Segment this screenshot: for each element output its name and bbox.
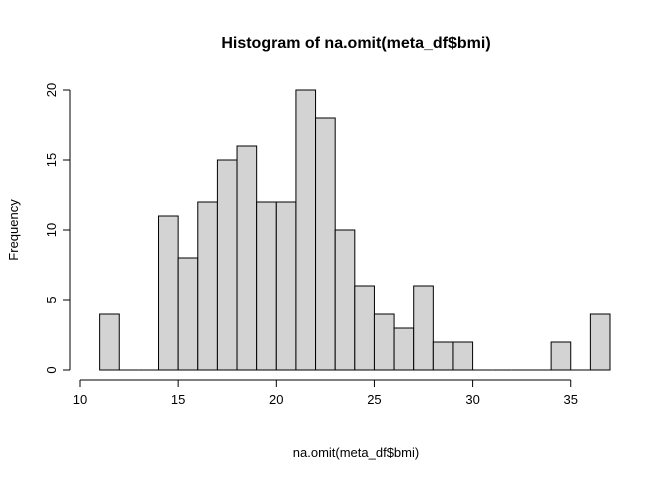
- histogram-bar-15-16: [177, 257, 199, 371]
- histogram-bar-22-23: [315, 117, 336, 371]
- histogram-bar-24-25: [354, 285, 375, 371]
- y-tick-label-0: 0: [44, 366, 59, 373]
- histogram-bar-17-18: [216, 159, 238, 371]
- histogram-bars: [99, 89, 611, 371]
- histogram-bar-19-20: [256, 201, 277, 371]
- histogram-bar-18-19: [236, 145, 258, 371]
- y-tick-label-20: 20: [44, 83, 59, 97]
- y-tick-label-15: 15: [44, 153, 59, 167]
- y-axis: 0 5 10 15 20: [44, 83, 71, 374]
- chart-title: Histogram of na.omit(meta_df$bmi): [221, 35, 490, 52]
- histogram-bar-29-30: [452, 341, 474, 371]
- histogram-bar-26-27: [393, 327, 415, 371]
- histogram-bar-36-37: [589, 313, 611, 371]
- x-axis-label: na.omit(meta_df$bmi): [293, 445, 419, 460]
- histogram-bar-14-15: [158, 215, 179, 371]
- histogram-bar-21-22: [295, 89, 317, 371]
- histogram-bar-27-28: [413, 285, 434, 371]
- x-tick-label-15: 15: [171, 392, 185, 407]
- histogram-bar-16-17: [197, 201, 218, 371]
- x-tick-label-25: 25: [367, 392, 381, 407]
- x-tick-label-20: 20: [269, 392, 283, 407]
- histogram-bar-11-12: [99, 313, 120, 371]
- x-tick-label-10: 10: [73, 392, 87, 407]
- x-tick-label-30: 30: [465, 392, 479, 407]
- y-axis-label: Frequency: [6, 199, 21, 261]
- histogram-bar-25-26: [373, 313, 395, 371]
- y-tick-label-10: 10: [44, 223, 59, 237]
- x-axis: 10 15 20 25 30 35: [73, 379, 578, 407]
- y-tick-label-5: 5: [44, 296, 59, 303]
- histogram-bar-23-24: [334, 229, 356, 371]
- histogram-bar-20-21: [275, 201, 297, 371]
- histogram-bar-34-35: [550, 341, 572, 371]
- histogram-bar-28-29: [432, 341, 454, 371]
- x-tick-label-35: 35: [564, 392, 578, 407]
